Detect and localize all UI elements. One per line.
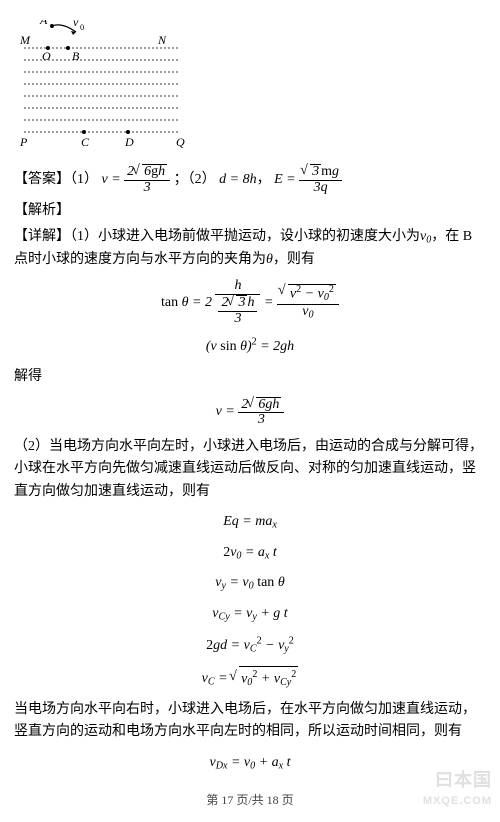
eq-tan-theta: tan θ = 2 h 23h3 = v2 − v02 v0 <box>14 279 486 326</box>
solve-label: 解得 <box>14 366 486 388</box>
watermark-2: MXQE.COM <box>423 793 492 811</box>
svg-text:B: B <box>72 49 80 63</box>
eq-2v0: 2v0 = ax t <box>14 542 486 565</box>
eq-vCy: vCy = vy + g t <box>14 603 486 626</box>
analysis-label: 【解析】 <box>14 200 486 222</box>
svg-text:P: P <box>19 135 28 149</box>
eq-vsin: (v sin θ)2 = 2gh <box>14 334 486 358</box>
eq-vDx: vDx = v0 + ax t <box>14 752 486 775</box>
svg-text:N: N <box>157 33 167 47</box>
answer-line: 【答案】（1） v = 26gh3 ；（2） d = 8h， E = 3mg3q <box>14 164 486 195</box>
part3-para: 当电场方向水平向右时，小球进入电场后，在水平方向做匀加速直线运动，竖直方向的运动… <box>14 699 486 744</box>
svg-text:A: A <box>39 20 48 27</box>
eq-ans-v: v = 26gh3 <box>102 172 171 187</box>
eq-vy: vy = v0 tan θ <box>14 572 486 595</box>
ans1-prefix: （1） <box>70 172 98 187</box>
ans-sep2: ， <box>257 172 271 187</box>
svg-text:v: v <box>73 20 79 29</box>
svg-text:D: D <box>124 135 134 149</box>
svg-text:0: 0 <box>80 23 84 32</box>
eq-vC: vC = v02 + vCy2 <box>14 666 486 691</box>
part2-para: （2）当电场方向水平向左时，小球进入电场后，由运动的合成与分解可得，小球在水平方… <box>14 436 486 503</box>
eq-Eq: Eq = max <box>14 511 486 534</box>
eq-2gd: 2gd = vC2 − vy2 <box>14 634 486 658</box>
answer-label: 【答案】 <box>14 172 70 187</box>
eq-ans-d: d = 8h <box>219 172 256 187</box>
watermark-1: 曰本国 <box>435 766 492 795</box>
eq-ans-E: E = 3mg3q <box>274 172 342 187</box>
ans-sep1: ；（2） <box>174 172 216 187</box>
diagram-figure: Av0 MO B N P C D Q <box>18 20 486 158</box>
svg-text:M: M <box>19 33 31 47</box>
svg-text:Q: Q <box>176 135 185 149</box>
eq-v-solved: v = 26gh3 <box>14 397 486 428</box>
detail-para-1: 【详解】（1）小球进入电场前做平抛运动，设小球的初速度大小为v0，在 B 点时小… <box>14 226 486 271</box>
svg-text:C: C <box>81 135 90 149</box>
svg-text:O: O <box>42 49 51 63</box>
